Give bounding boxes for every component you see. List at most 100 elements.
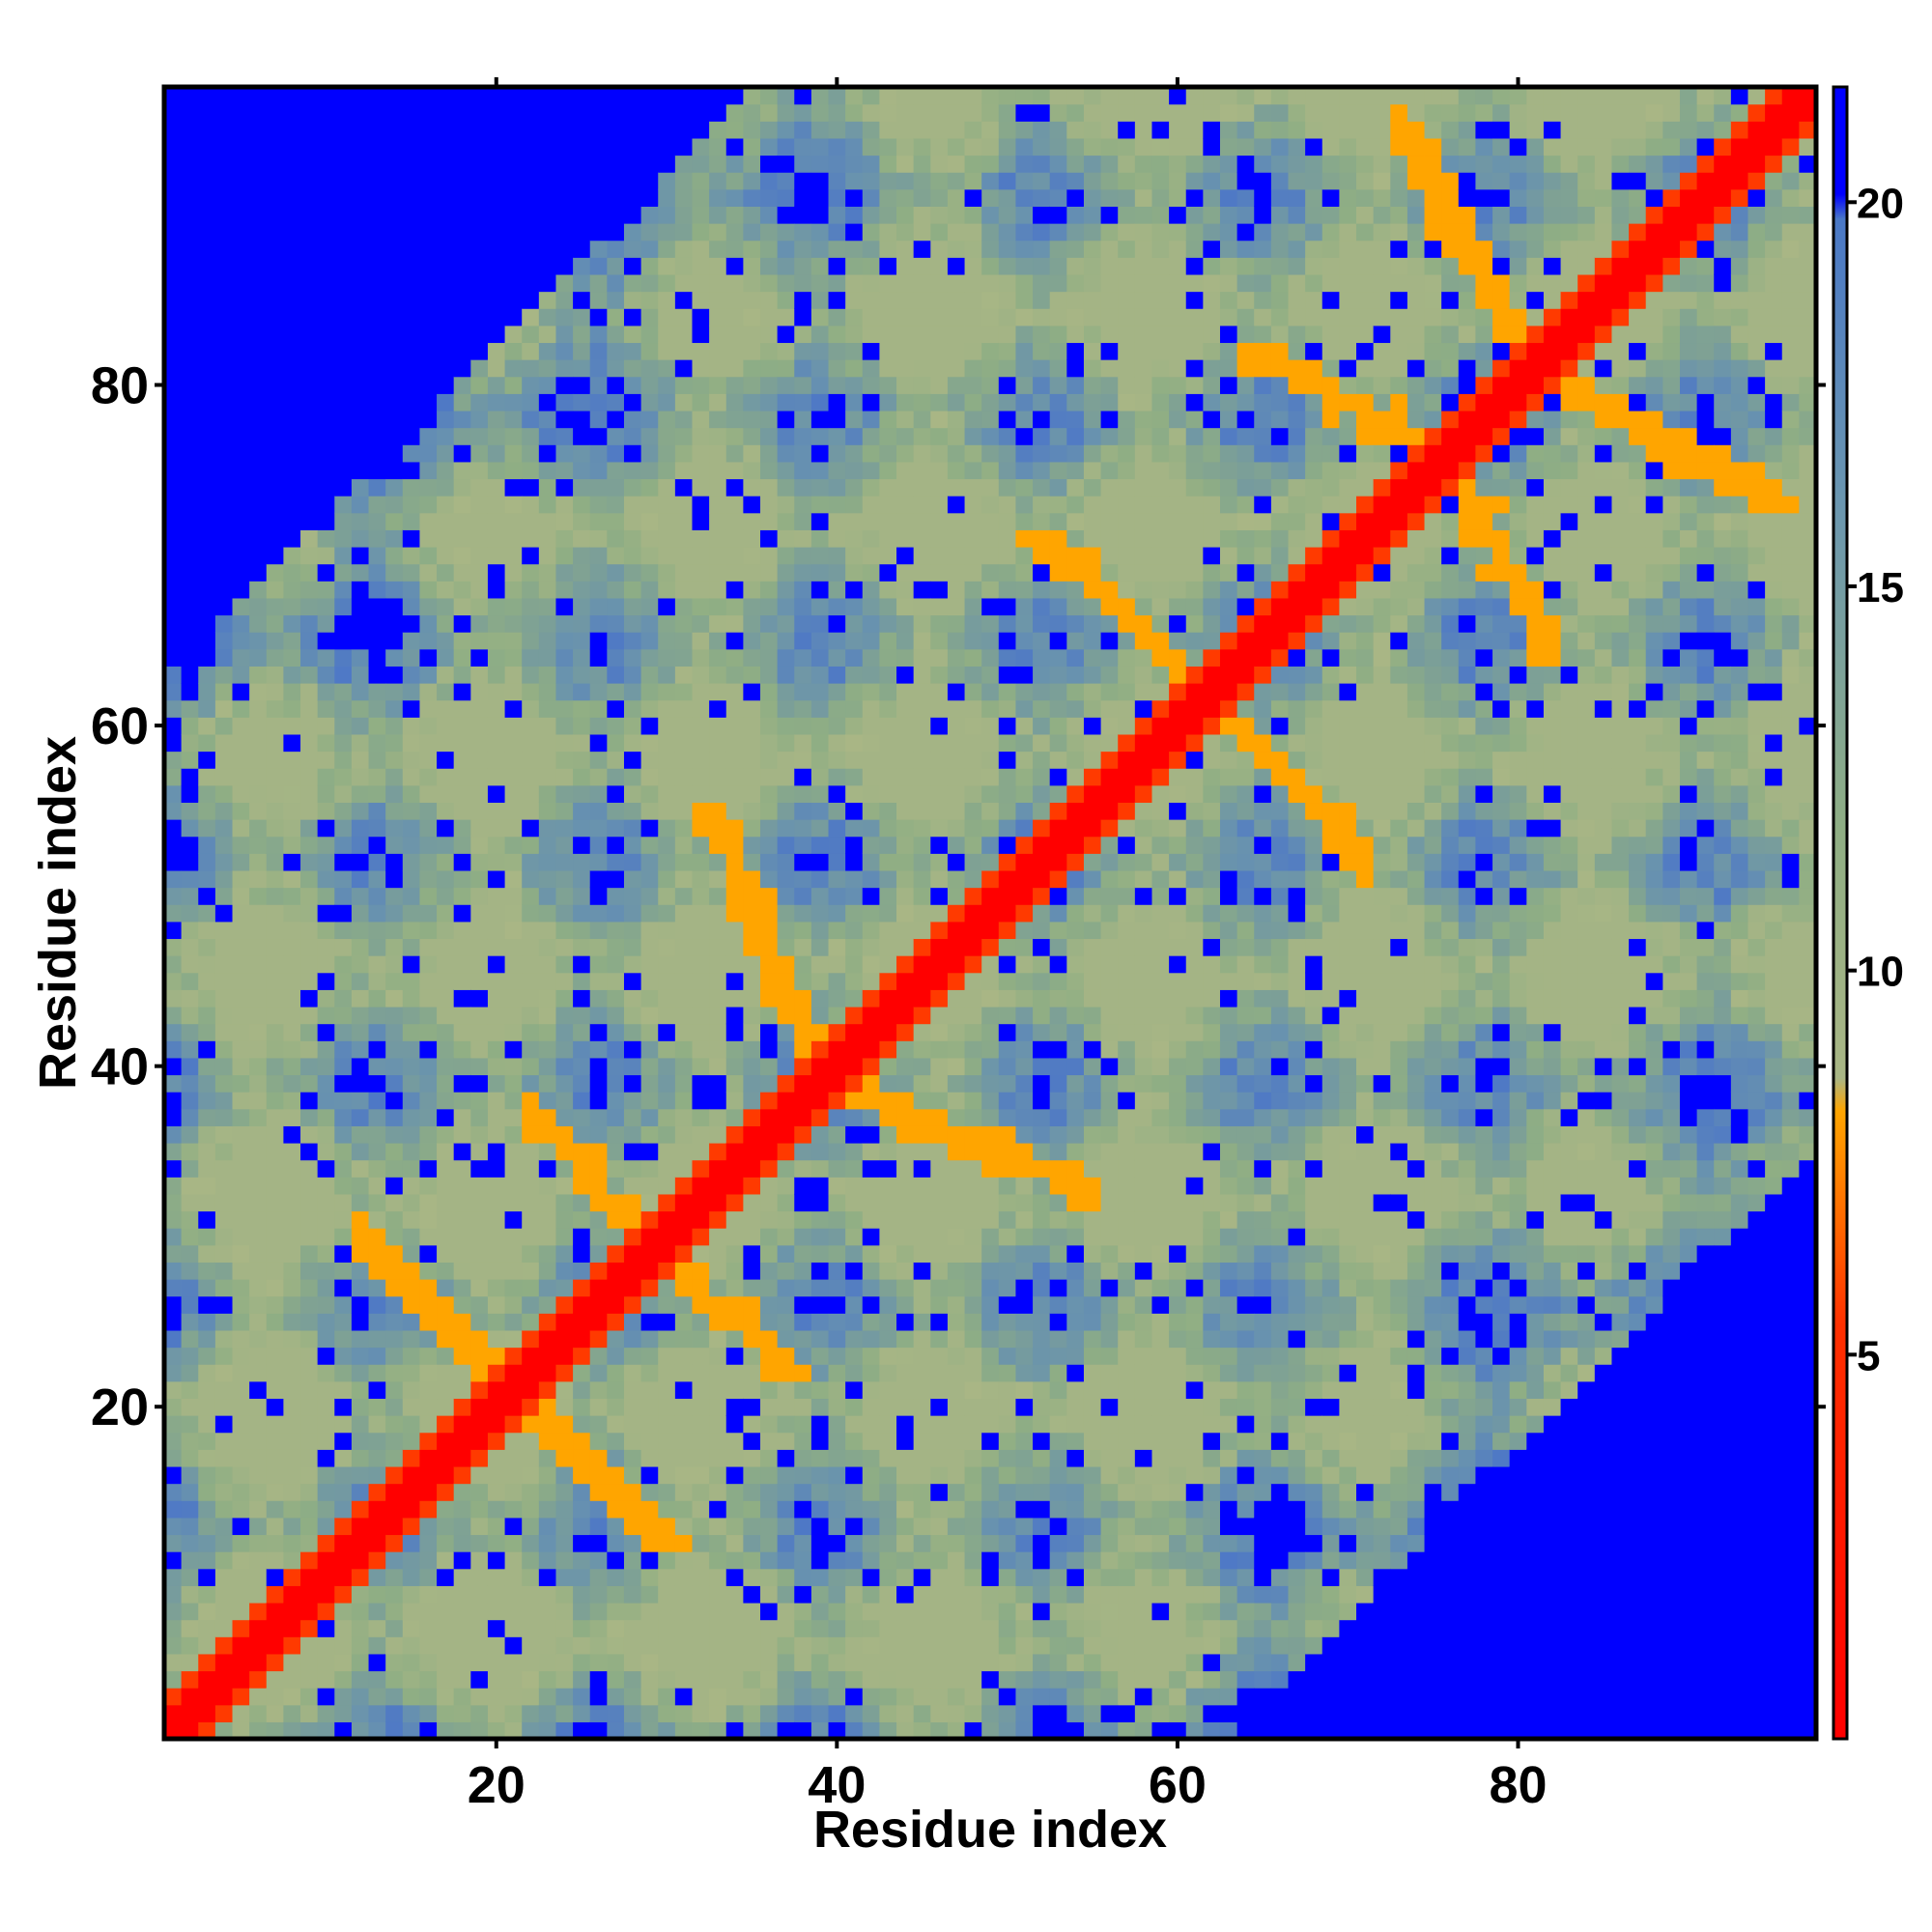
heatmap-cell [862, 869, 881, 889]
heatmap-cell [402, 240, 421, 258]
heatmap-cell [504, 597, 523, 616]
heatmap-cell [419, 1534, 438, 1552]
heatmap-cell [777, 155, 795, 173]
heatmap-cell [709, 768, 727, 786]
heatmap-cell [640, 972, 659, 990]
heatmap-cell [623, 308, 642, 327]
heatmap-cell [249, 1517, 268, 1536]
heatmap-cell [658, 1006, 676, 1025]
heatmap-cell [964, 461, 982, 480]
heatmap-cell [640, 206, 659, 224]
heatmap-cell [845, 155, 864, 173]
heatmap-cell [368, 496, 386, 514]
heatmap-cell [164, 955, 183, 974]
heatmap-cell [964, 1108, 982, 1126]
heatmap-cell [981, 461, 1000, 480]
heatmap-cell [402, 802, 421, 820]
heatmap-cell [607, 717, 625, 735]
heatmap-cell [607, 1057, 625, 1076]
heatmap-cell [214, 666, 234, 684]
heatmap-cell [555, 325, 574, 344]
heatmap-cell [317, 581, 335, 599]
heatmap-cell [266, 972, 284, 990]
heatmap-cell [181, 1074, 199, 1093]
heatmap-cell [947, 240, 966, 258]
heatmap-cell [998, 1398, 1017, 1416]
heatmap-cell [1015, 1534, 1034, 1552]
heatmap-cell [658, 1534, 676, 1552]
heatmap-cell [640, 1670, 659, 1689]
heatmap-cell [351, 1670, 370, 1689]
heatmap-cell [879, 223, 897, 242]
heatmap-cell [692, 717, 710, 735]
heatmap-cell [828, 1279, 846, 1297]
heatmap-cell [828, 1415, 846, 1434]
heatmap-cell [607, 1380, 625, 1400]
heatmap-cell [845, 393, 864, 412]
heatmap-cell [385, 989, 404, 1008]
heatmap-cell [283, 597, 301, 616]
heatmap-cell [487, 1688, 506, 1706]
heatmap-cell [453, 904, 471, 923]
heatmap-cell [283, 869, 301, 889]
heatmap-cell [896, 1074, 915, 1093]
heatmap-cell [998, 206, 1017, 224]
heatmap-cell [402, 512, 421, 530]
heatmap-cell [760, 1142, 779, 1161]
heatmap-cell [810, 308, 830, 327]
heatmap-cell [777, 444, 795, 463]
heatmap-cell [964, 87, 982, 105]
heatmap-cell [419, 836, 438, 854]
heatmap-cell [725, 1432, 744, 1450]
heatmap-cell [828, 1006, 846, 1025]
heatmap-cell [266, 461, 284, 480]
heatmap-cell [300, 496, 319, 514]
heatmap-cell [947, 1449, 966, 1467]
heatmap-cell [300, 1074, 319, 1093]
heatmap-cell [674, 273, 694, 293]
heatmap-cell [913, 1568, 931, 1586]
heatmap-cell [947, 1688, 966, 1706]
heatmap-cell [198, 342, 216, 360]
heatmap-cell [487, 1517, 506, 1536]
heatmap-cell [913, 1670, 931, 1689]
heatmap-cell [504, 853, 523, 871]
heatmap-cell [692, 512, 710, 530]
heatmap-cell [164, 699, 183, 718]
heatmap-cell [709, 632, 727, 650]
heatmap-cell [334, 427, 353, 445]
heatmap-cell [538, 342, 557, 360]
heatmap-cell [555, 273, 574, 293]
heatmap-cell [283, 1006, 301, 1025]
heatmap-cell [164, 802, 183, 820]
heatmap-cell [351, 904, 370, 923]
heatmap-cell [385, 1057, 404, 1076]
heatmap-cell [453, 427, 471, 445]
heatmap-cell [777, 1380, 795, 1400]
heatmap-cell [998, 1585, 1017, 1604]
heatmap-cell [368, 1329, 386, 1349]
heatmap-cell [794, 614, 812, 633]
heatmap-cell [692, 1108, 710, 1126]
heatmap-cell [232, 581, 250, 599]
heatmap-cell [896, 1193, 915, 1212]
heatmap-cell [283, 1585, 301, 1604]
heatmap-cell [998, 1483, 1017, 1501]
heatmap-cell [760, 1228, 779, 1246]
heatmap-cell [964, 581, 982, 599]
heatmap-cell [164, 188, 183, 207]
heatmap-cell [437, 989, 455, 1008]
heatmap-cell [777, 1057, 795, 1076]
heatmap-cell [266, 393, 284, 412]
heatmap-cell [607, 699, 625, 718]
heatmap-cell [266, 359, 284, 378]
heatmap-cell [913, 461, 931, 480]
heatmap-cell [777, 938, 795, 956]
heatmap-cell [607, 683, 625, 701]
heatmap-cell [385, 206, 404, 224]
heatmap-cell [930, 121, 949, 139]
heatmap-cell [164, 1108, 183, 1126]
heatmap-cell [845, 223, 864, 242]
heatmap-cell [249, 1279, 268, 1297]
heatmap-cell [283, 1636, 301, 1655]
